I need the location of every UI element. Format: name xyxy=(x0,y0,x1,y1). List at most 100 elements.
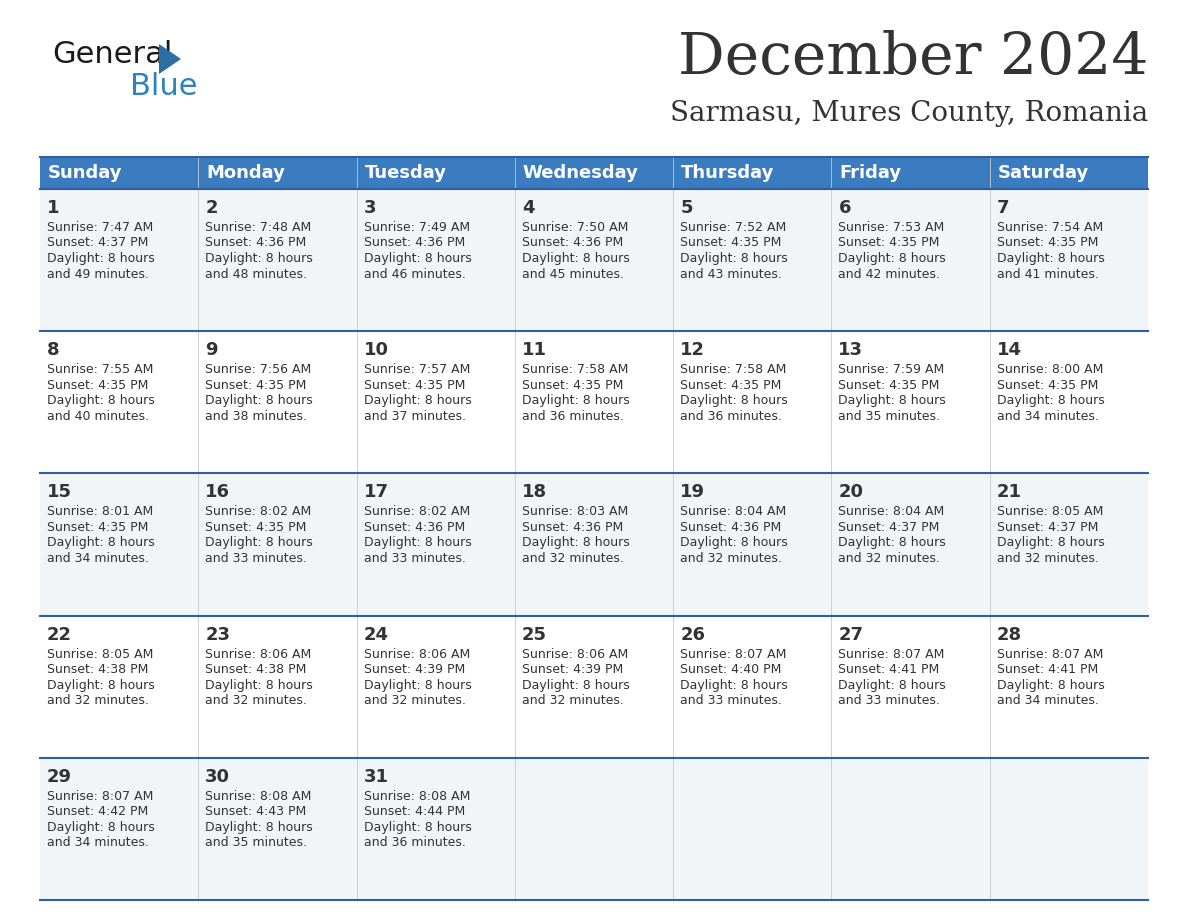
Text: Sunset: 4:35 PM: Sunset: 4:35 PM xyxy=(48,379,148,392)
Text: Daylight: 8 hours: Daylight: 8 hours xyxy=(48,394,154,408)
Text: Sunrise: 8:06 AM: Sunrise: 8:06 AM xyxy=(364,647,469,661)
Text: Daylight: 8 hours: Daylight: 8 hours xyxy=(206,678,312,691)
Text: 22: 22 xyxy=(48,625,72,644)
Text: Sunset: 4:36 PM: Sunset: 4:36 PM xyxy=(681,521,782,534)
Text: 13: 13 xyxy=(839,341,864,359)
Text: Daylight: 8 hours: Daylight: 8 hours xyxy=(206,821,312,834)
Text: Sunrise: 7:47 AM: Sunrise: 7:47 AM xyxy=(48,221,153,234)
Text: and 35 minutes.: and 35 minutes. xyxy=(206,836,308,849)
Text: 20: 20 xyxy=(839,484,864,501)
Text: Sunset: 4:36 PM: Sunset: 4:36 PM xyxy=(364,521,465,534)
Text: Sunrise: 7:56 AM: Sunrise: 7:56 AM xyxy=(206,364,311,376)
Bar xyxy=(40,757,1148,900)
Text: Daylight: 8 hours: Daylight: 8 hours xyxy=(522,536,630,549)
Text: and 36 minutes.: and 36 minutes. xyxy=(522,409,624,422)
Text: Sunset: 4:40 PM: Sunset: 4:40 PM xyxy=(681,663,782,676)
Text: Sunset: 4:35 PM: Sunset: 4:35 PM xyxy=(48,521,148,534)
Text: Daylight: 8 hours: Daylight: 8 hours xyxy=(48,821,154,834)
Text: 8: 8 xyxy=(48,341,59,359)
Text: Sunset: 4:37 PM: Sunset: 4:37 PM xyxy=(997,521,1098,534)
Text: 29: 29 xyxy=(48,767,72,786)
Text: 4: 4 xyxy=(522,199,535,217)
Text: Daylight: 8 hours: Daylight: 8 hours xyxy=(997,536,1105,549)
Bar xyxy=(198,157,356,189)
Text: Sunrise: 7:58 AM: Sunrise: 7:58 AM xyxy=(681,364,786,376)
Text: Sarmasu, Mures County, Romania: Sarmasu, Mures County, Romania xyxy=(670,100,1148,127)
Text: Sunset: 4:35 PM: Sunset: 4:35 PM xyxy=(997,379,1098,392)
Text: Sunrise: 8:00 AM: Sunrise: 8:00 AM xyxy=(997,364,1104,376)
Text: Sunrise: 8:07 AM: Sunrise: 8:07 AM xyxy=(997,647,1104,661)
Text: Thursday: Thursday xyxy=(681,164,775,182)
Text: Sunset: 4:35 PM: Sunset: 4:35 PM xyxy=(997,237,1098,250)
Bar xyxy=(40,157,198,189)
Text: Sunrise: 8:04 AM: Sunrise: 8:04 AM xyxy=(839,506,944,519)
Text: Sunset: 4:36 PM: Sunset: 4:36 PM xyxy=(522,521,624,534)
Text: Daylight: 8 hours: Daylight: 8 hours xyxy=(997,394,1105,408)
Text: Sunset: 4:35 PM: Sunset: 4:35 PM xyxy=(681,379,782,392)
Text: Daylight: 8 hours: Daylight: 8 hours xyxy=(997,678,1105,691)
Text: Sunrise: 7:50 AM: Sunrise: 7:50 AM xyxy=(522,221,628,234)
Text: 3: 3 xyxy=(364,199,377,217)
Text: Sunset: 4:38 PM: Sunset: 4:38 PM xyxy=(48,663,148,676)
Text: 10: 10 xyxy=(364,341,388,359)
Text: Sunrise: 7:48 AM: Sunrise: 7:48 AM xyxy=(206,221,311,234)
Text: 5: 5 xyxy=(681,199,693,217)
Text: 15: 15 xyxy=(48,484,72,501)
Text: Daylight: 8 hours: Daylight: 8 hours xyxy=(681,678,788,691)
Text: 18: 18 xyxy=(522,484,546,501)
Text: Saturday: Saturday xyxy=(998,164,1089,182)
Text: Sunrise: 8:08 AM: Sunrise: 8:08 AM xyxy=(364,789,470,803)
Text: and 32 minutes.: and 32 minutes. xyxy=(522,694,624,707)
Text: 17: 17 xyxy=(364,484,388,501)
Text: Sunrise: 7:52 AM: Sunrise: 7:52 AM xyxy=(681,221,786,234)
Text: Daylight: 8 hours: Daylight: 8 hours xyxy=(681,394,788,408)
Text: Sunset: 4:39 PM: Sunset: 4:39 PM xyxy=(364,663,465,676)
Text: and 49 minutes.: and 49 minutes. xyxy=(48,267,148,281)
Text: Monday: Monday xyxy=(207,164,285,182)
Text: and 33 minutes.: and 33 minutes. xyxy=(364,552,466,565)
Bar xyxy=(40,616,1148,757)
Text: Sunrise: 8:07 AM: Sunrise: 8:07 AM xyxy=(681,647,786,661)
Text: Sunset: 4:37 PM: Sunset: 4:37 PM xyxy=(839,521,940,534)
Text: Sunrise: 7:57 AM: Sunrise: 7:57 AM xyxy=(364,364,470,376)
Text: Daylight: 8 hours: Daylight: 8 hours xyxy=(48,678,154,691)
Text: Daylight: 8 hours: Daylight: 8 hours xyxy=(681,536,788,549)
Text: and 42 minutes.: and 42 minutes. xyxy=(839,267,941,281)
Text: Tuesday: Tuesday xyxy=(365,164,447,182)
Text: Sunrise: 7:55 AM: Sunrise: 7:55 AM xyxy=(48,364,153,376)
Text: Sunrise: 8:06 AM: Sunrise: 8:06 AM xyxy=(206,647,311,661)
Text: and 34 minutes.: and 34 minutes. xyxy=(48,836,148,849)
Text: 12: 12 xyxy=(681,341,706,359)
Text: Sunday: Sunday xyxy=(48,164,122,182)
Text: Sunrise: 8:05 AM: Sunrise: 8:05 AM xyxy=(997,506,1104,519)
Text: Daylight: 8 hours: Daylight: 8 hours xyxy=(997,252,1105,265)
Text: 31: 31 xyxy=(364,767,388,786)
Text: and 33 minutes.: and 33 minutes. xyxy=(206,552,308,565)
Text: and 33 minutes.: and 33 minutes. xyxy=(681,694,782,707)
Text: 25: 25 xyxy=(522,625,546,644)
Text: 19: 19 xyxy=(681,484,706,501)
Text: Sunrise: 7:54 AM: Sunrise: 7:54 AM xyxy=(997,221,1102,234)
Text: Daylight: 8 hours: Daylight: 8 hours xyxy=(206,394,312,408)
Text: Sunset: 4:43 PM: Sunset: 4:43 PM xyxy=(206,805,307,818)
Text: and 34 minutes.: and 34 minutes. xyxy=(48,552,148,565)
Text: and 32 minutes.: and 32 minutes. xyxy=(681,552,782,565)
Bar xyxy=(40,189,1148,331)
Text: and 38 minutes.: and 38 minutes. xyxy=(206,409,308,422)
Text: Sunrise: 7:59 AM: Sunrise: 7:59 AM xyxy=(839,364,944,376)
Text: December 2024: December 2024 xyxy=(677,30,1148,86)
Text: Sunrise: 8:07 AM: Sunrise: 8:07 AM xyxy=(48,789,153,803)
Polygon shape xyxy=(159,44,181,74)
Bar xyxy=(990,157,1148,189)
Text: Sunset: 4:35 PM: Sunset: 4:35 PM xyxy=(839,379,940,392)
Bar xyxy=(40,157,1148,900)
Text: 2: 2 xyxy=(206,199,217,217)
Text: 9: 9 xyxy=(206,341,217,359)
Text: and 45 minutes.: and 45 minutes. xyxy=(522,267,624,281)
Text: Sunrise: 8:07 AM: Sunrise: 8:07 AM xyxy=(839,647,944,661)
Text: and 33 minutes.: and 33 minutes. xyxy=(839,694,941,707)
Bar xyxy=(40,474,1148,616)
Text: and 32 minutes.: and 32 minutes. xyxy=(997,552,1099,565)
Text: Daylight: 8 hours: Daylight: 8 hours xyxy=(839,678,946,691)
Text: Daylight: 8 hours: Daylight: 8 hours xyxy=(839,252,946,265)
